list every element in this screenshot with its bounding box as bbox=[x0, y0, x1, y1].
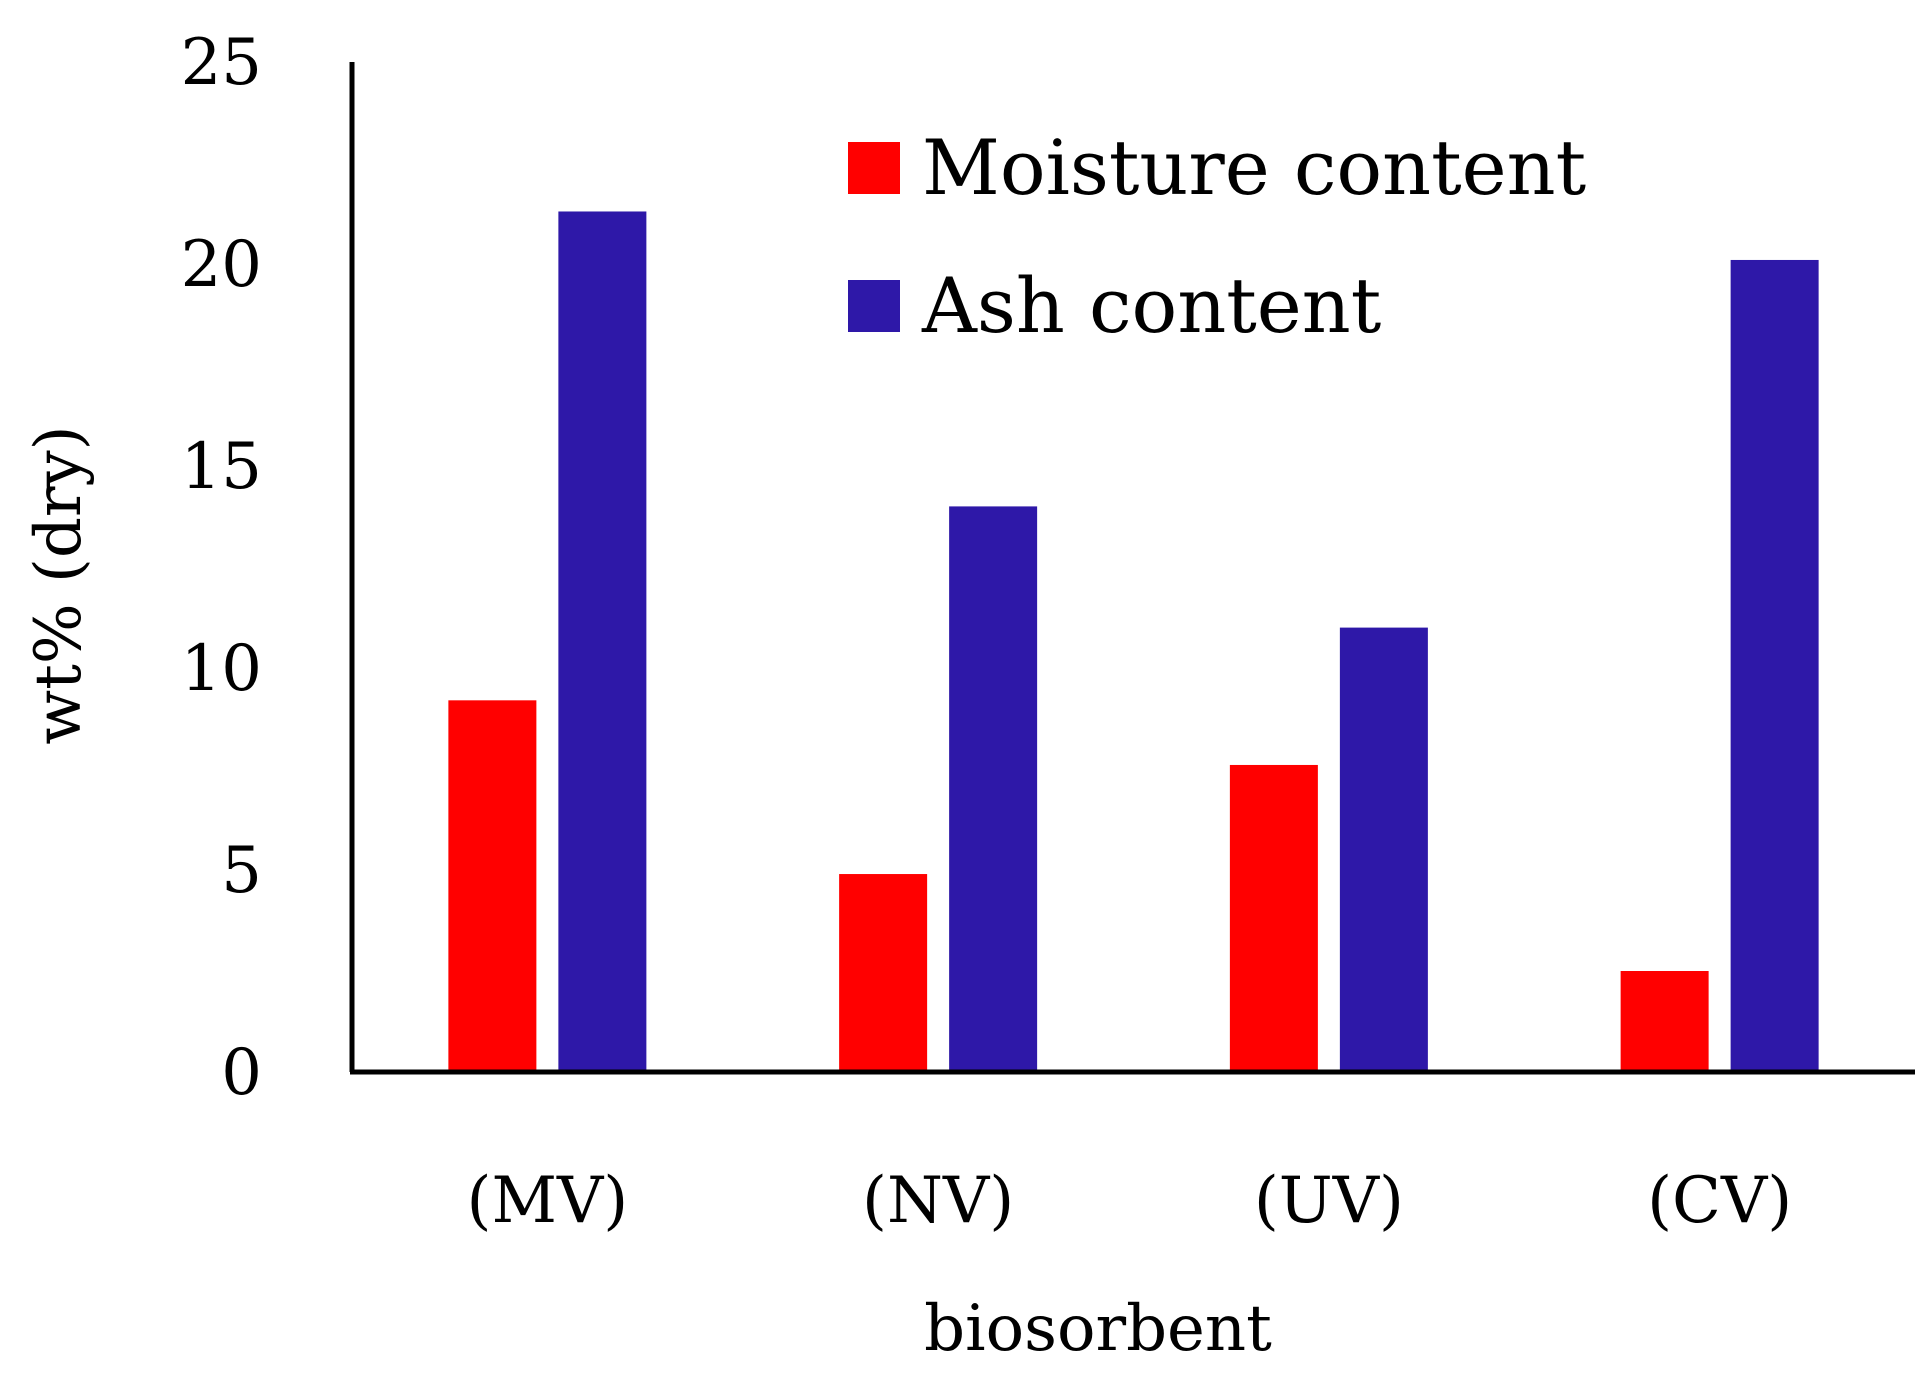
x-category-label: (CV) bbox=[1647, 1164, 1792, 1238]
y-tick-label: 15 bbox=[181, 430, 262, 504]
bar-ash-cv bbox=[1730, 259, 1819, 1073]
x-axis-title: biosorbent bbox=[924, 1292, 1272, 1366]
y-axis-title: wt% (dry) bbox=[22, 425, 96, 744]
y-tick-label: 25 bbox=[181, 26, 262, 100]
y-tick-label: 20 bbox=[181, 228, 262, 302]
x-category-label: (MV) bbox=[467, 1164, 629, 1238]
legend-label-ash: Ash content bbox=[921, 261, 1381, 350]
y-tick-label: 0 bbox=[221, 1036, 262, 1110]
bars-group bbox=[448, 211, 1819, 1073]
bar-moisture-nv bbox=[839, 874, 928, 1072]
legend: Moisture content Ash content bbox=[848, 123, 1586, 350]
x-category-label: (UV) bbox=[1254, 1164, 1404, 1238]
x-category-label: (NV) bbox=[862, 1164, 1014, 1238]
legend-label-moisture: Moisture content bbox=[922, 123, 1586, 212]
bar-moisture-uv bbox=[1229, 764, 1318, 1072]
y-tick-labels: 0 5 10 15 20 25 bbox=[181, 26, 262, 1110]
y-tick-label: 5 bbox=[221, 834, 262, 908]
x-category-labels: (MV) (NV) (UV) (CV) bbox=[467, 1164, 1793, 1238]
bar-ash-nv bbox=[949, 506, 1038, 1072]
bar-ash-uv bbox=[1339, 627, 1428, 1072]
bar-moisture-mv bbox=[448, 700, 537, 1072]
bar-moisture-cv bbox=[1620, 971, 1709, 1072]
y-tick-label: 10 bbox=[181, 632, 262, 706]
legend-swatch-moisture bbox=[848, 142, 900, 194]
bar-ash-mv bbox=[558, 211, 647, 1073]
legend-swatch-ash bbox=[848, 280, 900, 332]
